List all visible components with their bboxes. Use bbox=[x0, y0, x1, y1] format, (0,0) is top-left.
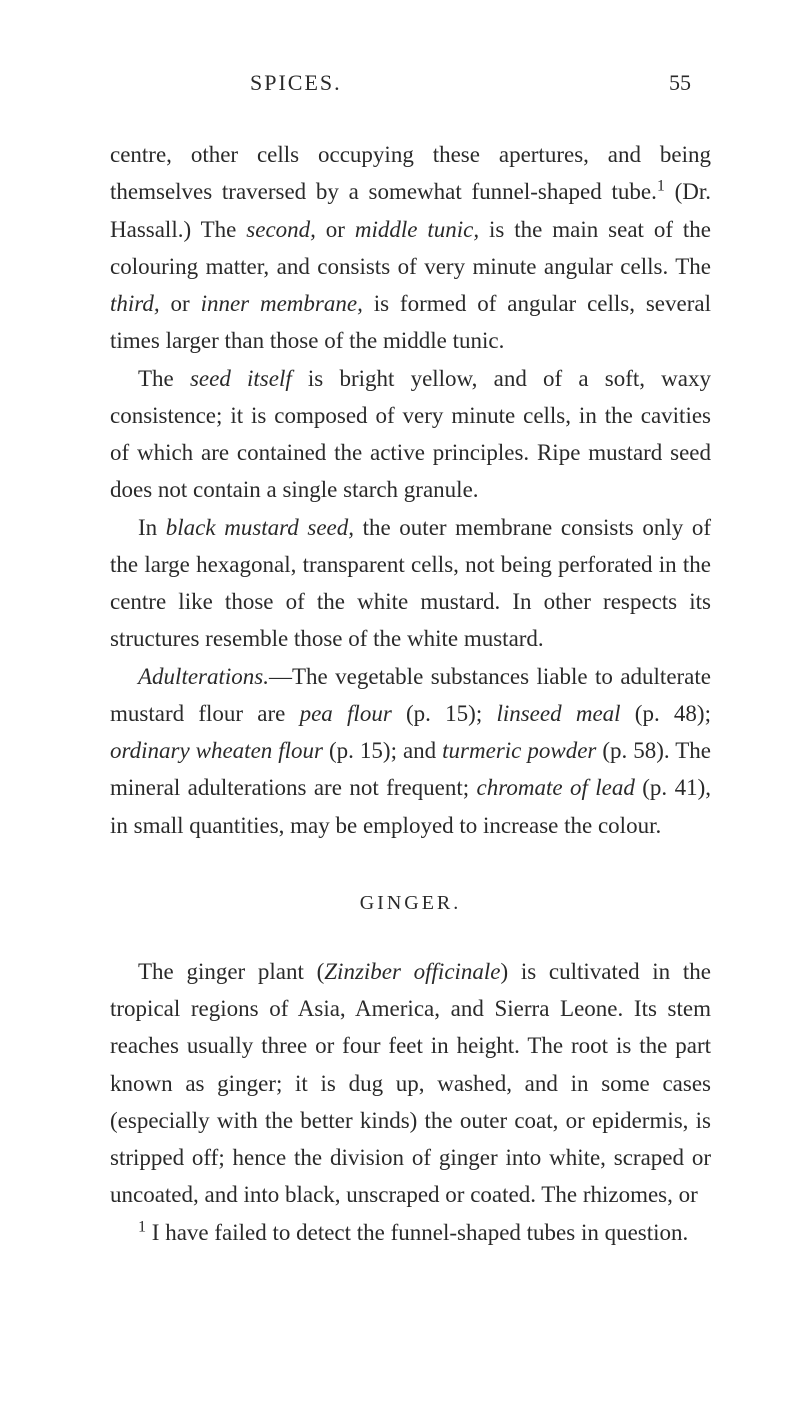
book-page: SPICES. 55 centre, other cells occupying… bbox=[0, 0, 801, 1414]
italic-text: chromate of lead bbox=[477, 775, 635, 800]
italic-text: linseed meal bbox=[496, 701, 620, 726]
section-heading: GINGER. bbox=[110, 892, 711, 915]
italic-text: turmeric powder bbox=[442, 738, 596, 763]
text-run: ) is cultivated in the tropical regions … bbox=[110, 959, 711, 1208]
footnote-marker: 1 bbox=[138, 1218, 146, 1235]
text-run: The ginger plant ( bbox=[138, 959, 324, 984]
text-run: centre, other cells occupying these aper… bbox=[110, 142, 711, 204]
footnote: 1 I have failed to detect the funnel-sha… bbox=[110, 1214, 711, 1251]
paragraph-3: In black mustard seed, the outer membran… bbox=[110, 509, 711, 658]
italic-text: middle tunic, bbox=[355, 217, 479, 242]
page-header: SPICES. 55 bbox=[110, 70, 711, 96]
italic-text: second, bbox=[246, 217, 316, 242]
italic-text: Zinziber officinale bbox=[324, 959, 500, 984]
paragraph-2: The seed itself is bright yellow, and of… bbox=[110, 360, 711, 509]
text-run: (p. 15); bbox=[392, 701, 497, 726]
italic-text: pea flour bbox=[300, 701, 392, 726]
text-run: (p. 15); and bbox=[323, 738, 442, 763]
italic-text: seed itself bbox=[190, 366, 292, 391]
page-number: 55 bbox=[669, 70, 691, 96]
italic-text: third, bbox=[110, 291, 160, 316]
text-run: The bbox=[138, 366, 190, 391]
footnote-ref: 1 bbox=[657, 178, 665, 195]
running-title: SPICES. bbox=[250, 70, 342, 96]
paragraph-4: Adulterations.—The vegetable substances … bbox=[110, 658, 711, 844]
text-run: (p. 48); bbox=[621, 701, 711, 726]
body-text: centre, other cells occupying these aper… bbox=[110, 136, 711, 1251]
text-run: In bbox=[138, 515, 166, 540]
text-run: or bbox=[160, 291, 201, 316]
italic-text: ordinary wheaten flour bbox=[110, 738, 323, 763]
italic-text: black mustard seed, bbox=[166, 515, 354, 540]
footnote-text: I have failed to detect the funnel-shape… bbox=[146, 1220, 688, 1245]
paragraph-1: centre, other cells occupying these aper… bbox=[110, 136, 711, 360]
italic-text: Adulterations. bbox=[138, 664, 269, 689]
paragraph-5: The ginger plant (Zinziber officinale) i… bbox=[110, 953, 711, 1214]
text-run: or bbox=[316, 217, 355, 242]
italic-text: inner membrane, bbox=[201, 291, 363, 316]
